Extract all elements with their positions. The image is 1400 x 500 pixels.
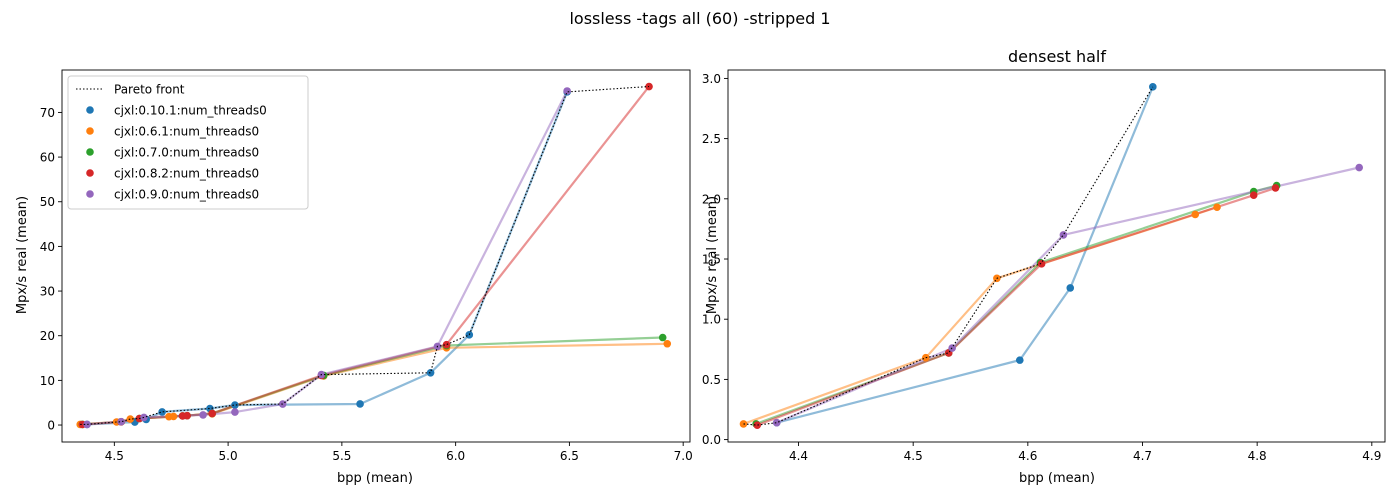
left-chart-xtick-label: 6.0 [446,449,465,463]
right-chart-pareto-front-line [743,86,1154,426]
right-chart-ytick-label: 2.5 [702,132,721,146]
left-chart-data-point [442,340,451,349]
right-chart-ytick-label: 1.5 [702,253,721,267]
right-chart-xtick-label: 4.5 [904,449,923,463]
right-chart-ytick-label: 0.0 [702,433,721,447]
legend-series-swatch [86,148,94,156]
left-chart-data-point [426,368,435,377]
legend-entry-label: cjxl:0.9.0:num_threads0 [114,188,259,202]
left-chart-ytick-label: 30 [40,285,55,299]
left-chart-ytick-label: 20 [40,329,55,343]
right-chart-data-point [1213,203,1221,212]
left-chart-xtick-label: 7.0 [674,449,693,463]
right-chart-ytick-label: 2.0 [702,192,721,206]
right-chart: densest half bpp (mean) Mpx/s real (mean… [702,47,1386,486]
left-chart-xtick-label: 6.5 [560,449,579,463]
right-chart-axes-frame [727,69,1386,443]
left-chart-data-point [231,401,239,409]
left-chart-data-point [208,409,216,418]
left-chart-data-point [563,87,571,95]
right-chart-xtick-label: 4.6 [1018,449,1037,463]
legend-series-swatch [86,127,94,135]
left-chart: bpp (mean) Mpx/s real (mean) 4.5 5.0 5.5 6.… [15,69,693,486]
right-chart-xtick-label: 4.9 [1362,449,1381,463]
legend-box [67,75,309,210]
left-chart-data-point [663,339,672,348]
left-chart-data-point [645,82,653,91]
right-chart-xtick-label: 4.8 [1248,449,1267,463]
left-chart-data-point [117,417,125,426]
left-chart-xtick-label: 5.5 [332,449,351,463]
left-chart-ytick-label: 40 [40,240,55,254]
right-chart-data-point [1149,83,1157,91]
figure-suptitle: lossless -tags all (60) -stripped 1 [569,9,830,28]
legend-series-swatch [86,169,94,177]
left-chart-data-point [126,415,135,423]
legend-entry-label: cjxl:0.8.2:num_threads0 [114,167,259,181]
right-chart-data-point [1016,356,1024,364]
right-chart-data-point [1059,231,1068,239]
right-chart-ytick-label: 3.0 [702,72,721,86]
left-chart-ytick-label: 60 [40,151,55,165]
right-chart-series-line-0 [776,86,1154,424]
right-chart-xlabel: bpp (mean) [1019,471,1095,486]
left-chart-data-point [658,333,667,342]
right-chart-data-point [1271,184,1280,192]
left-chart-data-point [231,408,239,416]
right-chart-data-point [1066,284,1075,292]
left-chart-xlabel: bpp (mean) [337,471,413,486]
right-chart-data-point [772,418,781,427]
left-chart-ytick-label: 10 [40,374,55,388]
left-chart-ytick-label: 0 [47,419,55,433]
left-chart-ylabel: Mpx/s real (mean) [15,196,30,314]
right-chart-data-point [1037,260,1046,268]
right-chart-ylabel: Mpx/s real (mean) [705,196,720,314]
left-chart-data-point [83,420,91,429]
left-chart-ytick-label: 70 [40,106,55,120]
legend-series-swatch [86,106,94,114]
left-chart-data-point [169,412,178,421]
right-chart-ytick-label: 1.0 [702,313,721,327]
left-chart-data-point [356,400,364,408]
left-chart-ytick-label: 50 [40,195,55,209]
right-chart-data-point [1249,191,1258,200]
left-chart-xtick-label: 5.0 [219,449,238,463]
legend-entry-label: Pareto front [114,83,185,97]
right-chart-xtick-label: 4.7 [1133,449,1152,463]
left-chart-data-point [183,411,191,420]
right-chart-ytick-label: 0.5 [702,373,721,387]
right-chart-data-point [753,421,762,429]
right-chart-data-point [1355,163,1364,172]
left-chart-xtick-label: 4.5 [105,449,124,463]
right-chart-title: densest half [1008,47,1106,66]
legend-entry-label: cjxl:0.7.0:num_threads0 [114,146,259,160]
left-chart-axes-frame [61,69,691,443]
left-chart-data-point [199,411,207,419]
legend-series-swatch [86,190,94,198]
right-chart-series-line-4 [776,166,1360,424]
right-chart-data-point [739,420,748,428]
legend-entry-label: cjxl:0.6.1:num_threads0 [114,125,259,139]
legend-entry-label: cjxl:0.10.1:num_threads0 [114,104,267,118]
right-chart-xtick-label: 4.4 [789,449,808,463]
right-chart-data-point [1191,210,1200,219]
left-chart-data-point [158,408,166,416]
